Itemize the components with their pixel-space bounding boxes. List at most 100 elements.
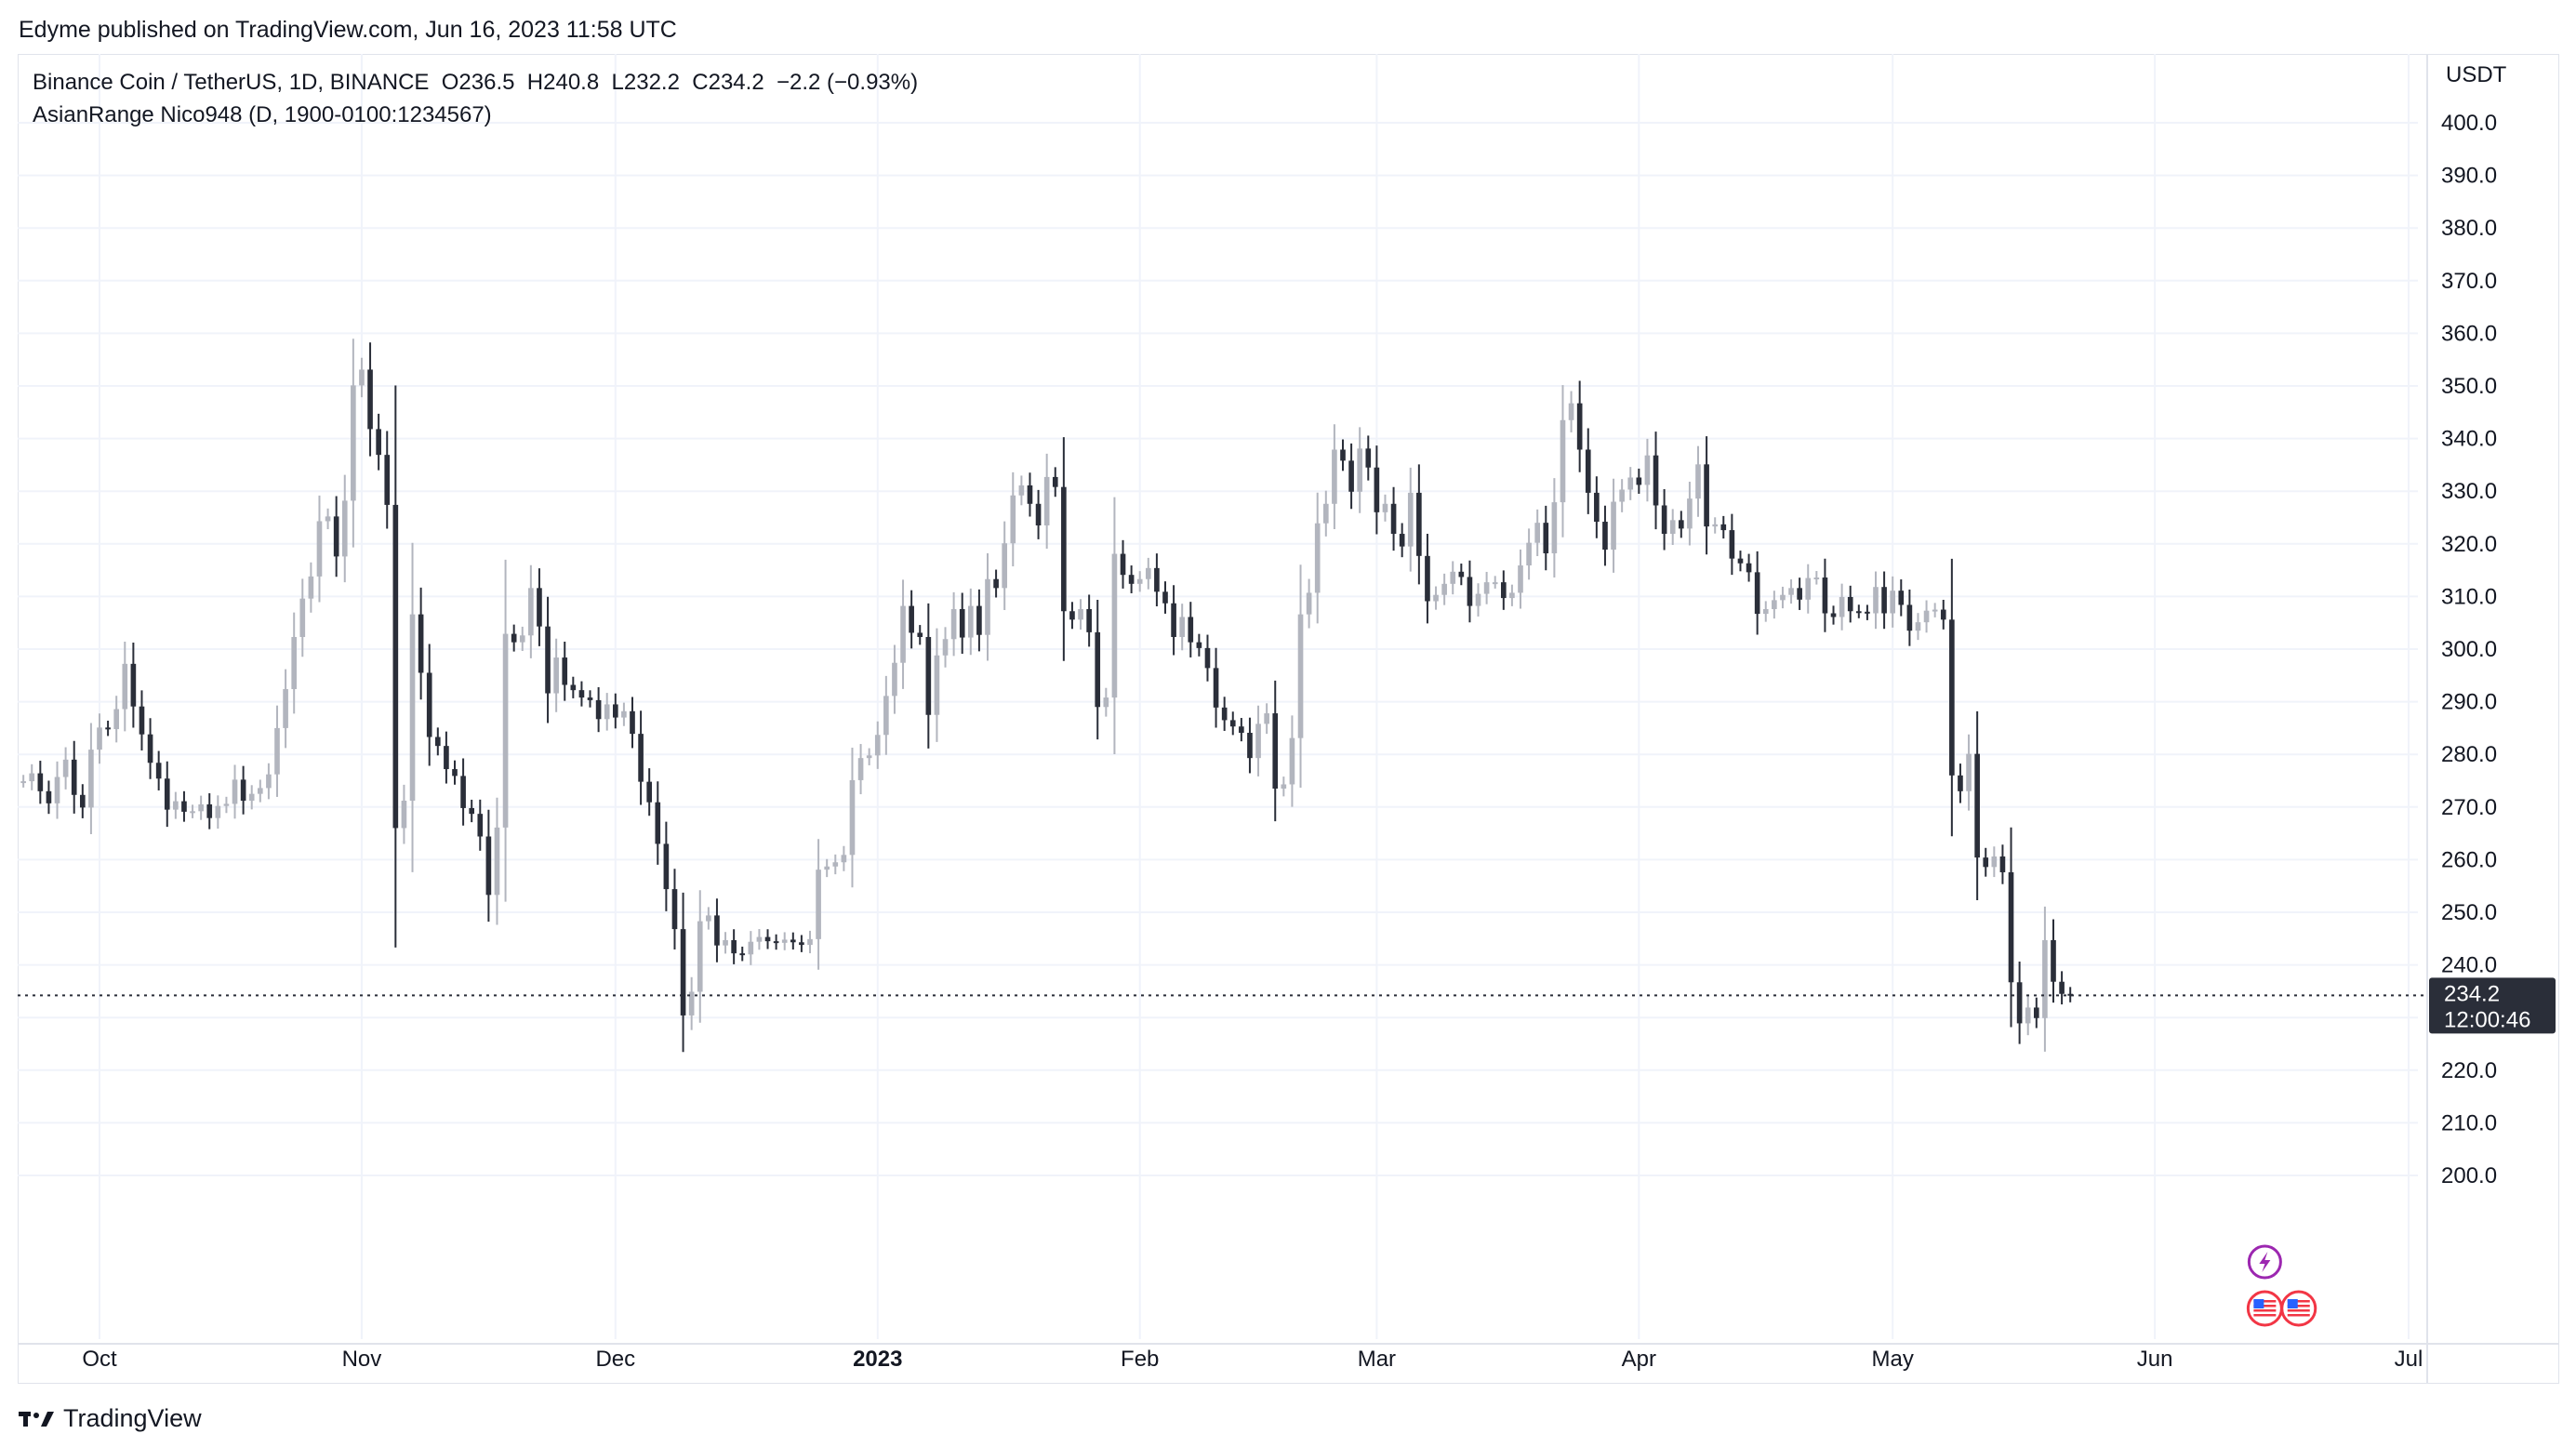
candle-up xyxy=(215,805,221,818)
candle-down xyxy=(1746,563,1752,573)
candle-down xyxy=(2059,981,2065,994)
y-tick-label: 290.0 xyxy=(2441,690,2497,715)
candle-up xyxy=(223,803,230,806)
y-tick-label: 360.0 xyxy=(2441,321,2497,346)
y-tick-label: 280.0 xyxy=(2441,742,2497,767)
grid-lines xyxy=(18,54,2418,1339)
candle-up xyxy=(1560,419,1566,503)
candle-up xyxy=(1890,591,1896,614)
candle-down xyxy=(739,953,746,956)
symbol-legend[interactable]: Binance Coin / TetherUS, 1D, BINANCE O23… xyxy=(33,70,919,95)
candle-up xyxy=(173,801,179,810)
candle-up xyxy=(20,781,26,784)
candle-up xyxy=(409,614,416,802)
candle-down xyxy=(638,734,644,782)
candle-down xyxy=(333,516,339,557)
us-flag-icon[interactable] xyxy=(2246,1290,2283,1327)
candle-down xyxy=(164,778,170,810)
candle-down xyxy=(1797,588,1802,600)
candle-up xyxy=(892,662,897,697)
candle-up xyxy=(1441,583,1447,595)
x-tick-label: Jul xyxy=(2395,1347,2423,1372)
candle-up xyxy=(942,639,949,656)
candle-up xyxy=(1332,449,1337,504)
candle-up xyxy=(1179,617,1186,637)
candle-up xyxy=(604,704,610,720)
candle-down xyxy=(376,429,381,456)
candle-down xyxy=(1221,707,1228,721)
candle-up xyxy=(723,939,728,946)
candle-up xyxy=(1534,523,1541,543)
candle-up xyxy=(1475,593,1481,606)
candle-up xyxy=(950,608,957,640)
candle-up xyxy=(1772,600,1777,609)
candle-down xyxy=(1399,534,1405,547)
candle-down xyxy=(1906,604,1913,631)
candle-up xyxy=(621,710,627,718)
last-price-label xyxy=(2429,977,2556,1034)
x-tick-label: Feb xyxy=(1121,1347,1159,1372)
candle-up xyxy=(88,750,94,808)
candle-up xyxy=(1932,609,1938,612)
lightning-icon[interactable] xyxy=(2247,1244,2282,1280)
candle-down xyxy=(46,790,52,803)
candle-up xyxy=(1966,753,1972,791)
candle-down xyxy=(1069,611,1075,620)
y-tick-label: 260.0 xyxy=(2441,847,2497,872)
candle-down xyxy=(1661,505,1667,535)
candle-down xyxy=(1999,856,2006,872)
us-flag-icon[interactable] xyxy=(2280,1290,2317,1327)
candle-down xyxy=(1585,449,1591,493)
candle-down xyxy=(1830,613,1837,617)
candle-bodies xyxy=(20,369,2074,1024)
candle-down xyxy=(79,794,86,808)
candle-down xyxy=(671,889,678,930)
currency-label: USDT xyxy=(2446,62,2507,87)
candle-down xyxy=(460,776,466,808)
candle-up xyxy=(1551,502,1558,553)
indicator-legend[interactable]: AsianRange Nico948 (D, 1900-0100:1234567… xyxy=(33,102,492,127)
candle-down xyxy=(1086,608,1092,632)
candle-up xyxy=(1619,489,1625,502)
footer-brand[interactable]: TradingView xyxy=(19,1404,202,1433)
candle-down xyxy=(452,769,458,777)
candle-down xyxy=(469,807,475,815)
candle-up xyxy=(341,500,348,557)
candle-up xyxy=(1010,495,1016,544)
candle-up xyxy=(1314,523,1321,593)
candle-up xyxy=(1518,565,1523,593)
candle-up xyxy=(62,759,69,777)
candle-up xyxy=(1644,455,1651,485)
candle-up xyxy=(113,709,120,730)
candle-down xyxy=(1128,575,1135,584)
chart-frame[interactable] xyxy=(18,54,2559,1384)
candle-up xyxy=(1788,588,1794,595)
candle-down xyxy=(1188,617,1194,643)
candle-down xyxy=(799,942,804,946)
candle-up xyxy=(1991,856,1998,868)
candle-down xyxy=(1974,753,1980,858)
candle-up xyxy=(1433,594,1439,602)
x-tick-label: 2023 xyxy=(853,1347,902,1372)
candle-down xyxy=(925,636,932,715)
candle-down xyxy=(976,605,982,635)
candle-up xyxy=(849,779,856,856)
candle-down xyxy=(1467,577,1473,606)
y-tick-label: 250.0 xyxy=(2441,900,2497,925)
candle-up xyxy=(934,655,940,715)
candle-up xyxy=(1297,614,1304,738)
candle-down xyxy=(1340,449,1346,461)
y-tick-label: 380.0 xyxy=(2441,216,2497,241)
candle-down xyxy=(1171,603,1176,637)
candle-up xyxy=(2025,1007,2031,1024)
candle-down xyxy=(993,578,999,589)
candle-up xyxy=(291,636,298,690)
publisher-line: Edyme published on TradingView.com, Jun … xyxy=(19,17,677,43)
event-markers xyxy=(2246,1244,2317,1327)
y-tick-label: 330.0 xyxy=(2441,479,2497,504)
candle-up xyxy=(308,576,314,599)
candle-down xyxy=(909,605,914,633)
candle-up xyxy=(824,866,830,870)
candle-up xyxy=(1357,448,1363,492)
